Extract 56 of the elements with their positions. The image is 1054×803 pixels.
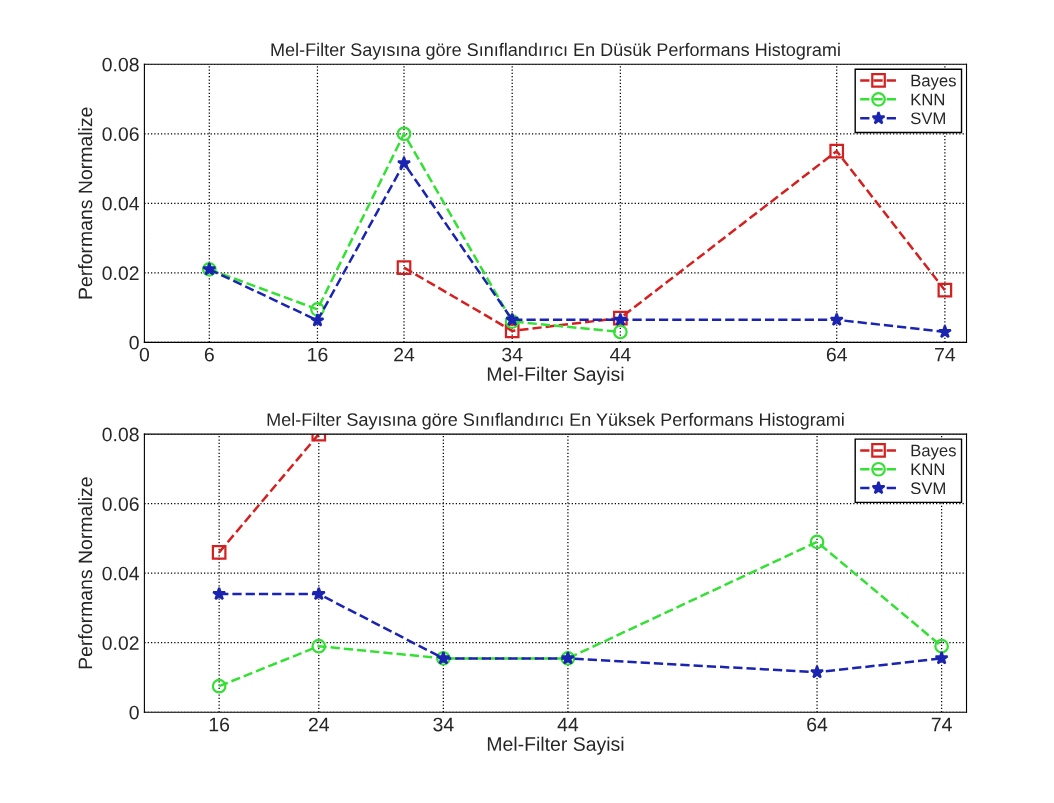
x-tick-label: 74	[935, 347, 956, 362]
y-tick-label: 0.08	[102, 427, 139, 442]
point	[934, 638, 949, 654]
point	[212, 586, 227, 601]
x-tick-label: 24	[308, 717, 330, 732]
point	[311, 586, 326, 601]
legend-label: SVM	[910, 482, 945, 495]
y-tick-label: 0	[129, 705, 139, 720]
point	[396, 126, 412, 142]
legend-label: Bayes	[911, 444, 956, 460]
point	[211, 678, 227, 694]
x-axis-title: Mel-Filter Sayisi	[487, 366, 624, 385]
y-tick-label: 0.06	[102, 497, 139, 511]
point	[396, 260, 412, 275]
y-tick-label: 0.02	[102, 266, 139, 281]
x-tick-label: 34	[433, 717, 454, 732]
x-tick-label: 64	[807, 717, 828, 732]
legend-label: KNN	[911, 463, 945, 476]
y-tick-label: 0.04	[102, 196, 139, 211]
point	[504, 323, 520, 339]
y-tick-label: 0	[129, 335, 139, 350]
x-tick-label: 6	[204, 347, 214, 362]
x-tick-label: 74	[931, 717, 952, 732]
point	[396, 155, 412, 170]
point	[937, 324, 952, 339]
x-axis-title: Mel-Filter Sayisi	[487, 736, 624, 755]
point	[310, 301, 325, 317]
x-tick-label: 64	[826, 347, 847, 362]
point	[613, 324, 628, 340]
point	[211, 544, 227, 560]
point	[934, 651, 949, 665]
point	[311, 638, 327, 654]
legend-label: Bayes	[911, 74, 956, 90]
y-axis-title: Performans Normalize	[78, 477, 93, 669]
y-tick-label: 0.04	[102, 566, 139, 581]
point	[310, 313, 325, 327]
y-axis-title: Performans Normalize	[78, 107, 93, 299]
legend-label: SVM	[910, 112, 945, 125]
x-tick-label: 16	[209, 717, 230, 732]
x-tick-label: 44	[610, 347, 631, 362]
legend-label: KNN	[911, 93, 945, 106]
point	[829, 143, 845, 159]
point	[829, 312, 844, 326]
point	[809, 664, 825, 679]
y-tick-label: 0.02	[102, 636, 139, 650]
x-tick-label: 44	[557, 717, 579, 732]
chart-title: Mel-Filter Sayısına göre Sınıflandırıcı En Düsük Performans Histogrami	[271, 42, 840, 60]
x-tick-label: 16	[308, 347, 328, 362]
x-tick-label: 34	[502, 347, 523, 362]
y-tick-label: 0.06	[102, 127, 139, 142]
chart-title: Mel-Filter Sayısına göre Sınıflandırıcı En Yüksek Performans Histogrami	[267, 412, 844, 430]
point	[809, 534, 825, 550]
x-tick-label: 0	[139, 347, 150, 362]
x-tick-label: 24	[394, 347, 415, 362]
y-tick-label: 0.08	[102, 57, 139, 72]
point	[937, 282, 953, 298]
